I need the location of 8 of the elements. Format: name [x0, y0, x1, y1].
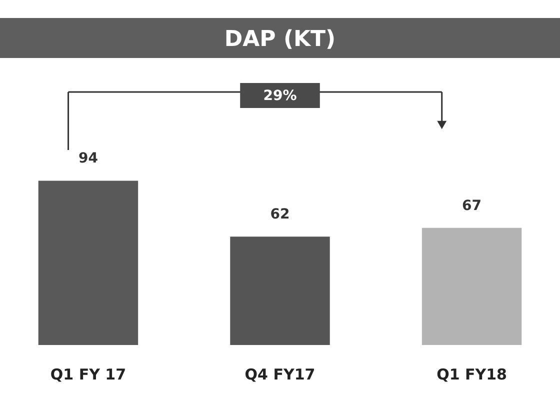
data-label: 67	[462, 198, 482, 214]
chart-title: DAP (KT)	[224, 27, 336, 52]
data-label: 94	[78, 150, 98, 167]
x-tick-label: Q4 FY17	[244, 366, 316, 384]
x-tick-label: Q1 FY 17	[50, 366, 126, 384]
text: 29%	[263, 88, 297, 104]
x-tick-label: Q1 FY18	[436, 366, 507, 384]
data-label: 62	[270, 206, 290, 223]
